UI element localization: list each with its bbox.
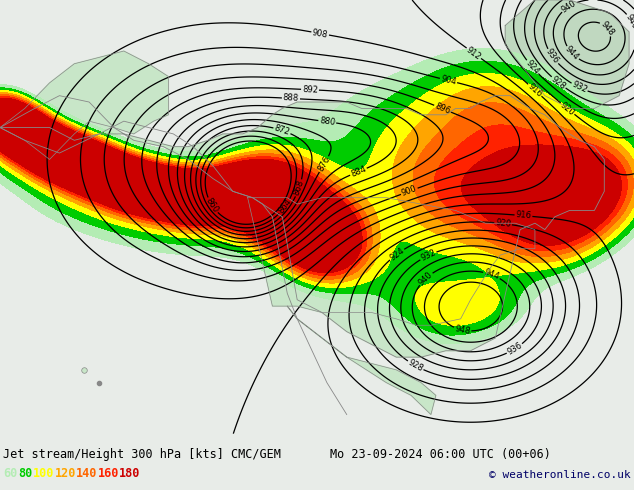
Text: 940: 940 — [417, 270, 434, 287]
Text: 884: 884 — [349, 165, 368, 179]
Text: 80: 80 — [18, 467, 32, 480]
Text: 940: 940 — [624, 13, 634, 31]
Text: 900: 900 — [400, 184, 418, 198]
Text: 892: 892 — [302, 85, 318, 95]
Text: 864: 864 — [276, 197, 294, 216]
Polygon shape — [0, 96, 604, 357]
Text: 916: 916 — [515, 211, 532, 221]
Text: 100: 100 — [33, 467, 55, 480]
Text: 940: 940 — [560, 0, 578, 15]
Text: 944: 944 — [564, 45, 581, 62]
Text: 876: 876 — [316, 155, 332, 173]
Text: 924: 924 — [388, 246, 406, 263]
Text: 948: 948 — [598, 19, 616, 37]
Polygon shape — [505, 0, 629, 108]
Text: Jet stream/Height 300 hPa [kts] CMC/GEM: Jet stream/Height 300 hPa [kts] CMC/GEM — [3, 448, 281, 461]
Text: 140: 140 — [76, 467, 98, 480]
Polygon shape — [287, 306, 436, 415]
Text: 860: 860 — [204, 196, 221, 215]
Polygon shape — [0, 51, 169, 159]
Text: 932: 932 — [570, 80, 588, 95]
Text: 896: 896 — [434, 101, 451, 116]
Text: 880: 880 — [319, 116, 336, 127]
Text: 908: 908 — [311, 27, 329, 39]
Text: 60: 60 — [3, 467, 17, 480]
Text: 920: 920 — [559, 100, 576, 117]
Text: Mo 23-09-2024 06:00 UTC (00+06): Mo 23-09-2024 06:00 UTC (00+06) — [330, 448, 551, 461]
Text: 920: 920 — [495, 218, 512, 229]
Text: 944: 944 — [482, 268, 501, 282]
Text: 932: 932 — [419, 248, 437, 263]
Text: 180: 180 — [119, 467, 140, 480]
Text: 924: 924 — [524, 58, 541, 76]
Text: 936: 936 — [544, 48, 561, 66]
Text: 912: 912 — [465, 45, 483, 62]
Text: 948: 948 — [454, 324, 471, 336]
Text: 868: 868 — [292, 179, 306, 197]
Text: 928: 928 — [550, 74, 567, 91]
Text: 888: 888 — [283, 94, 299, 103]
Polygon shape — [248, 197, 535, 325]
Text: 904: 904 — [440, 74, 457, 87]
Text: 120: 120 — [55, 467, 76, 480]
Text: © weatheronline.co.uk: © weatheronline.co.uk — [489, 470, 631, 480]
Text: 928: 928 — [406, 358, 425, 373]
Text: 916: 916 — [526, 81, 544, 99]
Text: 160: 160 — [98, 467, 119, 480]
Text: 936: 936 — [505, 341, 524, 357]
Text: 872: 872 — [273, 123, 291, 137]
